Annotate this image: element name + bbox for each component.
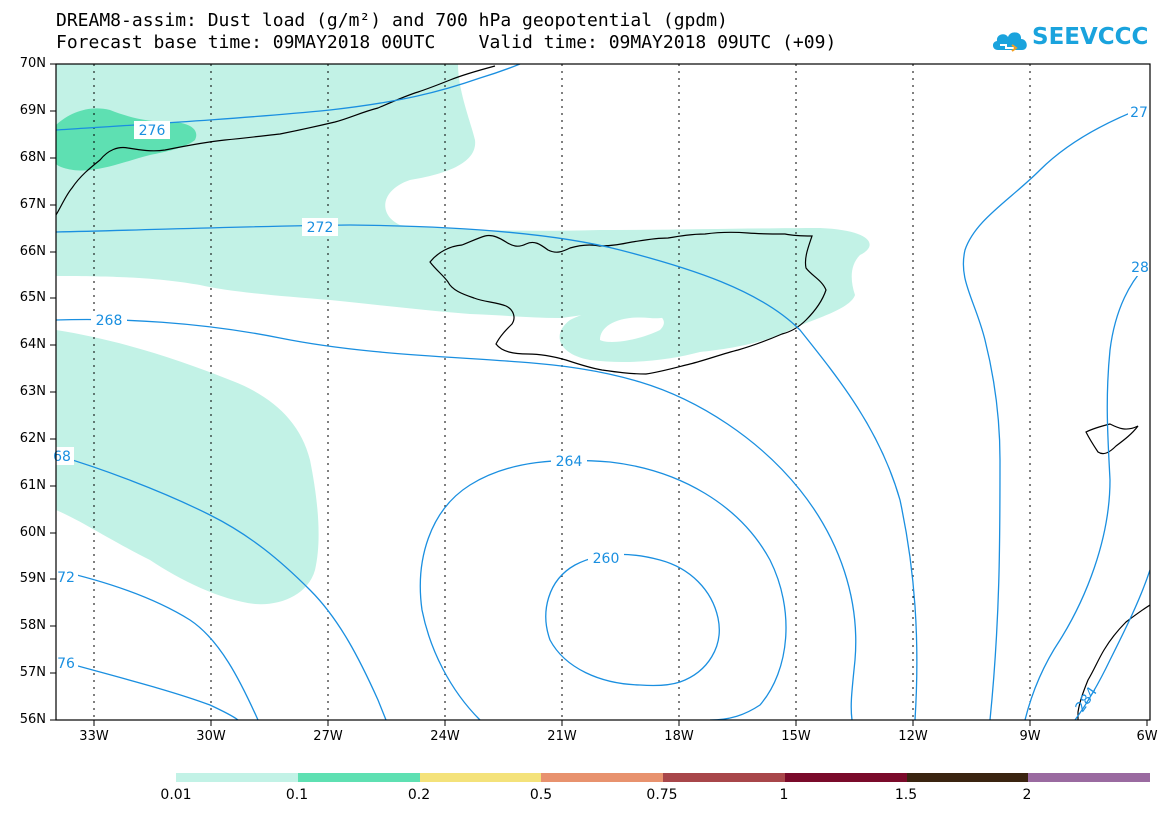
contour-label-268: 268 (96, 313, 123, 329)
lat-label: 63N (19, 384, 46, 399)
colorbar-segment (176, 773, 298, 782)
lon-label: 33W (79, 729, 109, 744)
colorbar-segment (297, 773, 420, 782)
lat-label: 61N (19, 478, 46, 493)
contour-label-280: 28 (1131, 260, 1149, 276)
lon-label: 6W (1136, 729, 1158, 744)
contour-268 (56, 318, 857, 720)
chart-subtitle: Forecast base time: 09MAY2018 00UTC Vali… (56, 33, 836, 53)
coastline-scotland (1077, 604, 1150, 720)
colorbar-segment (419, 773, 542, 782)
tick-marks (50, 63, 1148, 726)
contour-272-sw (56, 569, 259, 720)
colorbar-segment (541, 773, 663, 782)
lat-label: 67N (19, 197, 46, 212)
lat-label: 62N (19, 431, 46, 446)
contour-284 (1074, 569, 1150, 720)
lat-label: 70N (19, 56, 46, 71)
contour-276-east (962, 104, 1150, 720)
colorbar-label: 1 (779, 787, 789, 803)
forecast-base-time: Forecast base time: 09MAY2018 00UTC (56, 32, 436, 53)
geopotential-contours (56, 64, 1150, 720)
colorbar-segment (1028, 773, 1150, 782)
logo-text: SEEVCCC (1032, 24, 1149, 50)
lat-label: 57N (19, 665, 46, 680)
lat-label: 58N (19, 618, 46, 633)
coastlines (56, 65, 1150, 720)
lon-label: 15W (781, 729, 811, 744)
lon-label: 21W (547, 729, 577, 744)
coastline-faroe (1085, 423, 1139, 455)
contour-276-sw (56, 659, 239, 720)
lon-label: 30W (196, 729, 226, 744)
contour-280 (1024, 261, 1150, 720)
colorbar-label: 0.2 (407, 787, 431, 803)
contour-label-276-east: 27 (1130, 105, 1148, 121)
contour-label-272: 272 (307, 220, 334, 236)
colorbar-segment (663, 773, 785, 782)
contour-label-276-sw: 76 (57, 656, 75, 672)
dust-load-fill (56, 64, 870, 605)
colorbar-label: 0.5 (529, 787, 553, 803)
colorbar-label: 0.1 (285, 787, 309, 803)
contour-label-272-sw: 72 (57, 570, 75, 586)
lat-label: 68N (19, 150, 46, 165)
lon-label: 27W (313, 729, 343, 744)
valid-time: Valid time: 09MAY2018 09UTC (+09) (478, 32, 837, 53)
chart-title: DREAM8-assim: Dust load (g/m²) and 700 h… (56, 10, 728, 31)
lat-label: 66N (19, 244, 46, 259)
colorbar-segment (906, 773, 1029, 782)
colorbar (176, 773, 1150, 782)
cloud-icon (992, 32, 1027, 52)
contour-label-268-west: 68 (53, 449, 71, 465)
colorbar-label: 0.01 (160, 787, 192, 803)
lat-label: 56N (19, 712, 46, 727)
contour-label-264: 264 (556, 454, 583, 470)
contour-272 (56, 224, 918, 720)
lon-label: 12W (898, 729, 928, 744)
lat-label: 69N (19, 103, 46, 118)
lat-label: 65N (19, 290, 46, 305)
contour-264 (419, 459, 787, 720)
coastline-iceland (429, 231, 827, 375)
seevccc-logo: SEEVCCC (990, 22, 1155, 56)
contour-260 (545, 553, 720, 687)
contour-label-276: 276 (139, 123, 166, 139)
colorbar-segment (784, 773, 907, 782)
lon-label: 18W (664, 729, 694, 744)
contour-268-west (56, 454, 387, 720)
lon-label: 9W (1019, 729, 1041, 744)
dust-area-northwest (56, 64, 870, 363)
lat-label: 59N (19, 571, 46, 586)
lon-label: 24W (430, 729, 460, 744)
colorbar-label: 1.5 (894, 787, 918, 803)
colorbar-label: 2 (1022, 787, 1032, 803)
lat-label: 60N (19, 525, 46, 540)
contour-label-260: 260 (593, 551, 620, 567)
coastline-greenland (56, 65, 496, 216)
dust-area-southwest (56, 330, 319, 605)
lat-label: 64N (19, 337, 46, 352)
contour-label-284: 284 (1073, 684, 1101, 715)
colorbar-label: 0.75 (646, 787, 678, 803)
